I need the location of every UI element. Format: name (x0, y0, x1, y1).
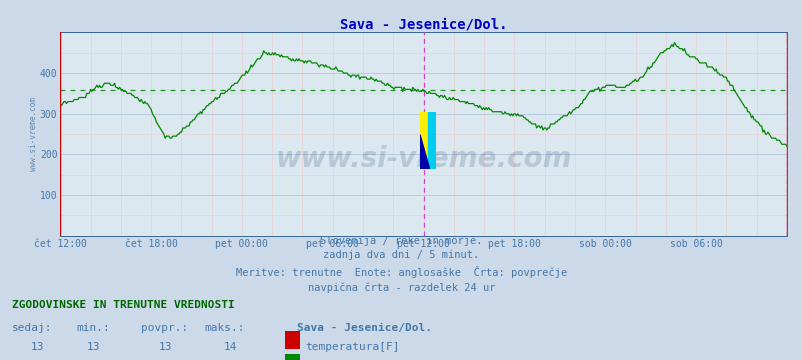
FancyBboxPatch shape (285, 354, 299, 360)
Text: min.:: min.: (76, 324, 110, 333)
Bar (427, 112, 435, 169)
Text: www.si-vreme.com: www.si-vreme.com (275, 144, 571, 172)
Bar (419, 112, 427, 169)
Text: 13: 13 (30, 342, 44, 352)
Text: www.si-vreme.com: www.si-vreme.com (29, 97, 38, 171)
Text: sedaj:: sedaj: (12, 324, 52, 333)
Polygon shape (419, 135, 429, 169)
Text: 14: 14 (223, 342, 237, 352)
Text: maks.:: maks.: (205, 324, 245, 333)
Text: Sava - Jesenice/Dol.: Sava - Jesenice/Dol. (297, 324, 431, 333)
FancyBboxPatch shape (285, 331, 299, 348)
Text: temperatura[F]: temperatura[F] (305, 342, 399, 352)
Text: povpr.:: povpr.: (140, 324, 188, 333)
Text: 13: 13 (159, 342, 172, 352)
Title: Sava - Jesenice/Dol.: Sava - Jesenice/Dol. (339, 17, 507, 31)
Text: ZGODOVINSKE IN TRENUTNE VREDNOSTI: ZGODOVINSKE IN TRENUTNE VREDNOSTI (12, 300, 234, 310)
Text: Slovenija / reke in morje.
zadnja dva dni / 5 minut.
Meritve: trenutne  Enote: a: Slovenija / reke in morje. zadnja dva dn… (236, 236, 566, 293)
Text: 13: 13 (87, 342, 100, 352)
